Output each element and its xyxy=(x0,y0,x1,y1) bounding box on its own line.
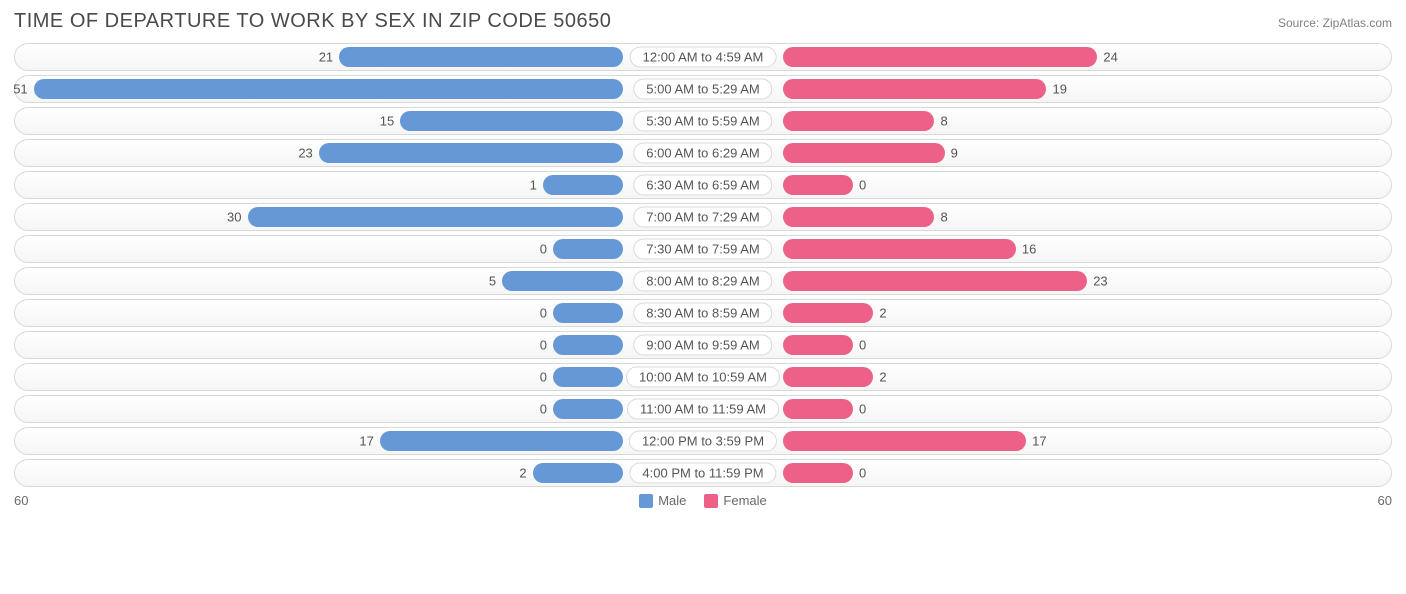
legend: Male Female xyxy=(639,493,767,508)
female-bar xyxy=(783,47,1097,67)
female-bar xyxy=(783,207,934,227)
female-value: 17 xyxy=(1032,434,1046,449)
male-value: 17 xyxy=(359,434,373,449)
row-track: 0 0 11:00 AM to 11:59 AM xyxy=(14,395,1392,423)
male-value: 21 xyxy=(319,50,333,65)
row-track: 0 16 7:30 AM to 7:59 AM xyxy=(14,235,1392,263)
legend-female-label: Female xyxy=(723,493,766,508)
male-bar xyxy=(502,271,623,291)
male-bar xyxy=(553,303,623,323)
female-bar xyxy=(783,335,853,355)
female-value: 0 xyxy=(859,466,866,481)
female-value: 8 xyxy=(940,210,947,225)
female-bar xyxy=(783,367,873,387)
row-category-label: 7:00 AM to 7:29 AM xyxy=(633,207,772,228)
female-bar xyxy=(783,271,1087,291)
row-category-label: 7:30 AM to 7:59 AM xyxy=(633,239,772,260)
chart-title: TIME OF DEPARTURE TO WORK BY SEX IN ZIP … xyxy=(14,10,611,33)
row-category-label: 5:30 AM to 5:59 AM xyxy=(633,111,772,132)
male-value: 0 xyxy=(540,242,547,257)
row-track: 15 8 5:30 AM to 5:59 AM xyxy=(14,107,1392,135)
row-track: 23 9 6:00 AM to 6:29 AM xyxy=(14,139,1392,167)
female-bar xyxy=(783,431,1026,451)
male-bar xyxy=(533,463,623,483)
male-bar xyxy=(553,335,623,355)
chart-footer: 60 Male Female 60 xyxy=(14,493,1392,508)
row-category-label: 12:00 AM to 4:59 AM xyxy=(630,47,777,68)
male-value: 15 xyxy=(380,114,394,129)
female-bar xyxy=(783,111,934,131)
legend-male: Male xyxy=(639,493,686,508)
row-category-label: 8:30 AM to 8:59 AM xyxy=(633,303,772,324)
male-bar xyxy=(553,239,623,259)
axis-left-max: 60 xyxy=(14,493,28,508)
row-category-label: 11:00 AM to 11:59 AM xyxy=(627,399,779,420)
female-bar xyxy=(783,303,873,323)
female-value: 0 xyxy=(859,402,866,417)
row-track: 5 23 8:00 AM to 8:29 AM xyxy=(14,267,1392,295)
female-value: 9 xyxy=(951,146,958,161)
male-bar xyxy=(400,111,623,131)
axis-right-max: 60 xyxy=(1378,493,1392,508)
swatch-female xyxy=(704,494,718,508)
row-track: 0 2 8:30 AM to 8:59 AM xyxy=(14,299,1392,327)
row-category-label: 9:00 AM to 9:59 AM xyxy=(633,335,772,356)
female-value: 0 xyxy=(859,338,866,353)
row-track: 0 2 10:00 AM to 10:59 AM xyxy=(14,363,1392,391)
female-value: 23 xyxy=(1093,274,1107,289)
row-category-label: 10:00 AM to 10:59 AM xyxy=(626,367,780,388)
row-category-label: 6:30 AM to 6:59 AM xyxy=(633,175,772,196)
male-value: 51 xyxy=(13,82,27,97)
row-track: 51 19 5:00 AM to 5:29 AM xyxy=(14,75,1392,103)
female-value: 8 xyxy=(940,114,947,129)
row-category-label: 5:00 AM to 5:29 AM xyxy=(633,79,772,100)
male-bar xyxy=(380,431,623,451)
row-track: 30 8 7:00 AM to 7:29 AM xyxy=(14,203,1392,231)
male-bar xyxy=(248,207,624,227)
male-bar xyxy=(553,367,623,387)
row-track: 17 17 12:00 PM to 3:59 PM xyxy=(14,427,1392,455)
row-track: 0 0 9:00 AM to 9:59 AM xyxy=(14,331,1392,359)
male-value: 5 xyxy=(489,274,496,289)
male-bar xyxy=(553,399,623,419)
male-bar xyxy=(543,175,623,195)
female-value: 19 xyxy=(1052,82,1066,97)
legend-male-label: Male xyxy=(658,493,686,508)
male-bar xyxy=(339,47,623,67)
male-value: 23 xyxy=(298,146,312,161)
female-bar xyxy=(783,79,1046,99)
row-category-label: 4:00 PM to 11:59 PM xyxy=(629,463,776,484)
male-value: 0 xyxy=(540,338,547,353)
female-value: 2 xyxy=(879,306,886,321)
female-bar xyxy=(783,463,853,483)
male-bar xyxy=(319,143,623,163)
row-track: 2 0 4:00 PM to 11:59 PM xyxy=(14,459,1392,487)
row-category-label: 8:00 AM to 8:29 AM xyxy=(633,271,772,292)
male-value: 2 xyxy=(519,466,526,481)
row-track: 1 0 6:30 AM to 6:59 AM xyxy=(14,171,1392,199)
female-bar xyxy=(783,239,1016,259)
row-track: 21 24 12:00 AM to 4:59 AM xyxy=(14,43,1392,71)
male-value: 0 xyxy=(540,306,547,321)
female-value: 24 xyxy=(1103,50,1117,65)
female-value: 0 xyxy=(859,178,866,193)
male-value: 0 xyxy=(540,370,547,385)
male-bar xyxy=(34,79,623,99)
female-value: 16 xyxy=(1022,242,1036,257)
female-bar xyxy=(783,143,945,163)
row-category-label: 12:00 PM to 3:59 PM xyxy=(629,431,777,452)
male-value: 30 xyxy=(227,210,241,225)
legend-female: Female xyxy=(704,493,766,508)
female-value: 2 xyxy=(879,370,886,385)
row-category-label: 6:00 AM to 6:29 AM xyxy=(633,143,772,164)
chart-rows: 212412:00 AM to 4:59 AM51195:00 AM to 5:… xyxy=(14,43,1392,487)
male-value: 1 xyxy=(530,178,537,193)
male-value: 0 xyxy=(540,402,547,417)
header: TIME OF DEPARTURE TO WORK BY SEX IN ZIP … xyxy=(14,10,1392,33)
female-bar xyxy=(783,399,853,419)
female-bar xyxy=(783,175,853,195)
source-label: Source: ZipAtlas.com xyxy=(1278,16,1392,30)
swatch-male xyxy=(639,494,653,508)
